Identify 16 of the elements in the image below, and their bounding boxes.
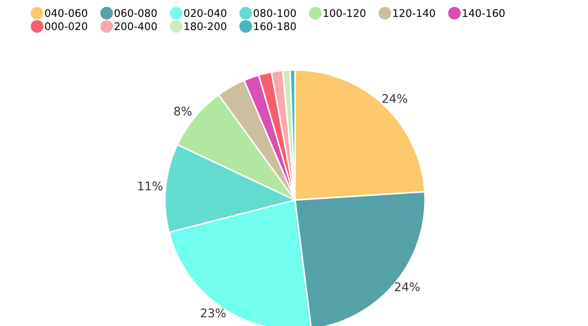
data-label: 24% [382, 94, 408, 103]
legend-label: 020-040 [184, 9, 226, 17]
legend-label: 100-120 [324, 9, 366, 17]
legend-label: 140-160 [462, 9, 505, 17]
legend-label: 040-060 [45, 9, 88, 17]
data-label: 23% [200, 308, 226, 318]
legend-label: 080-100 [254, 9, 296, 17]
legend-label: 060-080 [114, 9, 157, 17]
legend-label: 120-140 [393, 9, 436, 17]
data-label: 11% [138, 182, 163, 190]
legend-label: 160-180 [254, 22, 296, 30]
legend-label: 000-020 [45, 22, 88, 30]
legend-label: 200-400 [114, 22, 157, 30]
data-label: 24% [394, 282, 420, 292]
legend-label: 180-200 [184, 22, 226, 30]
data-label: 8% [174, 106, 192, 116]
